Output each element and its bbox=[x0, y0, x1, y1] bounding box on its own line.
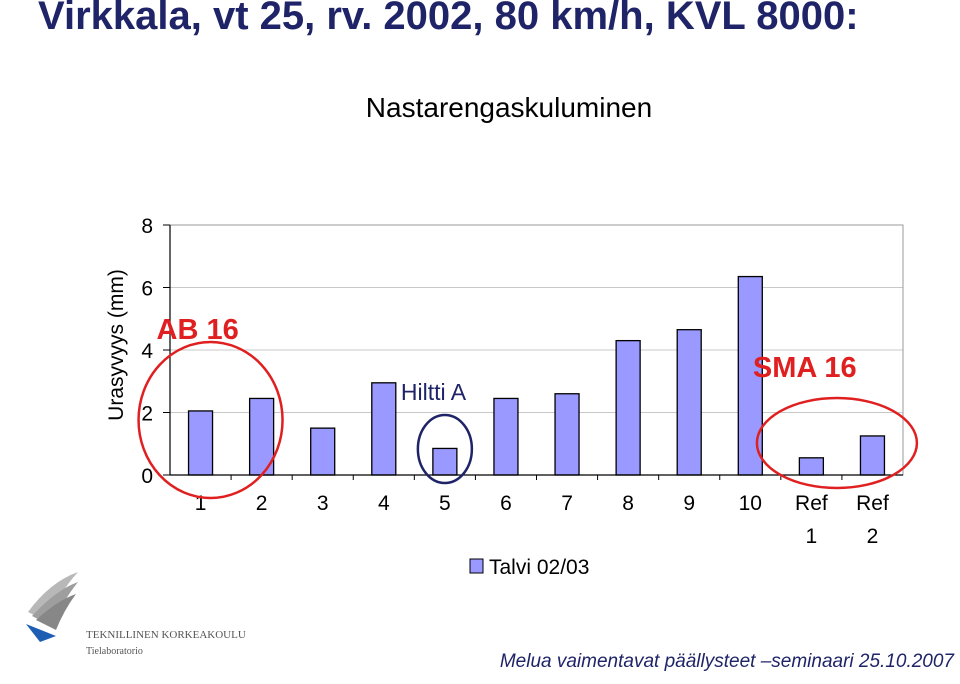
highlight-ellipse bbox=[755, 396, 919, 490]
footer-text: Melua vaimentavat päällysteet –seminaari… bbox=[499, 651, 954, 672]
y-axis-label: Urasyvyys (mm) bbox=[105, 269, 128, 421]
x-tick-label: Ref bbox=[795, 492, 828, 515]
x-tick-label: 10 bbox=[739, 492, 762, 515]
x-tick-label: 8 bbox=[622, 492, 634, 515]
x-tick-label: 5 bbox=[439, 492, 451, 515]
annotation-label: SMA 16 bbox=[753, 352, 857, 384]
bar bbox=[798, 457, 825, 476]
x-tick-label: 3 bbox=[317, 492, 329, 515]
annotation-label: Hiltti A bbox=[401, 379, 467, 405]
axes-group: 0 2 4 6 8 1 2 3 4 5 6 7 8 9 10 Ref 1 Ref 2 bbox=[141, 215, 903, 548]
y-tick-label: 4 bbox=[141, 340, 153, 363]
x-tick-label: 7 bbox=[561, 492, 573, 515]
chart-title: Nastarengaskuluminen bbox=[366, 92, 652, 123]
y-tick-label: 6 bbox=[141, 278, 153, 301]
bar bbox=[187, 410, 214, 476]
bar bbox=[493, 397, 519, 476]
x-tick-label: 1 bbox=[195, 492, 207, 515]
highlight-ellipse bbox=[416, 413, 474, 485]
slide-title: Virkkala, vt 25, rv. 2002, 80 km/h, KVL … bbox=[38, 0, 859, 38]
bar bbox=[432, 447, 458, 476]
bars-group bbox=[187, 275, 886, 476]
x-tick-label: 4 bbox=[378, 492, 390, 515]
legend-swatch bbox=[469, 558, 484, 574]
logo-wing-icon bbox=[26, 572, 78, 642]
bar bbox=[554, 393, 580, 476]
x-tick-label: Ref bbox=[856, 492, 889, 515]
bar bbox=[248, 397, 275, 476]
x-tick-label: 2 bbox=[867, 525, 879, 548]
logo-department-text: Tielaboratorio bbox=[86, 646, 143, 657]
bar bbox=[676, 329, 702, 476]
x-tick-label: 6 bbox=[500, 492, 512, 515]
y-tick-label: 2 bbox=[141, 403, 153, 426]
y-tick-label: 8 bbox=[141, 215, 153, 238]
gridlines bbox=[170, 287, 903, 413]
y-tick-label: 0 bbox=[141, 465, 153, 488]
x-tick-label: 9 bbox=[683, 492, 695, 515]
bar bbox=[371, 382, 397, 476]
bar bbox=[310, 427, 336, 476]
logo-name-text: TEKNILLINEN KORKEAKOULU bbox=[86, 629, 246, 641]
university-logo: TEKNILLINEN KORKEAKOULU Tielaboratorio bbox=[0, 550, 285, 679]
legend-label: Talvi 02/03 bbox=[489, 556, 589, 579]
x-tick-label: 2 bbox=[256, 492, 268, 515]
annotation-label: AB 16 bbox=[157, 314, 239, 346]
bar bbox=[859, 435, 886, 476]
annotations-group: AB 16 Hiltti A SMA 16 bbox=[137, 314, 919, 500]
bar-chart: Nastarengaskuluminen 0 2 4 6 8 1 2 3 4 5 6 7 8 9 10 Ref… bbox=[105, 92, 919, 579]
x-tick-label: 1 bbox=[806, 525, 818, 548]
legend: Talvi 02/03 bbox=[469, 556, 589, 579]
bar bbox=[615, 339, 641, 476]
highlight-ellipse bbox=[137, 340, 284, 500]
